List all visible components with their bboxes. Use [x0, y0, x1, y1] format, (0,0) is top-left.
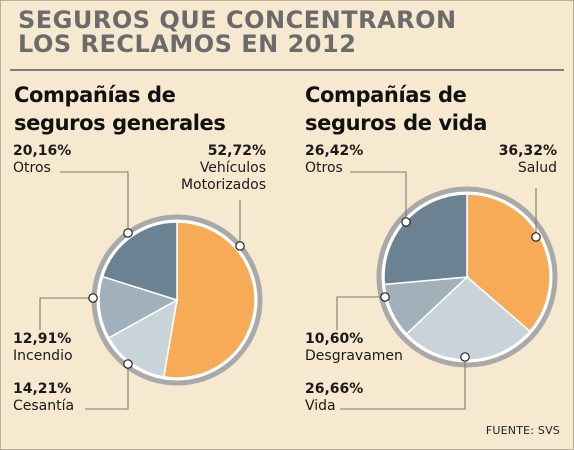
slice-name-desgravamen: Desgravamen	[305, 348, 403, 364]
leader-vida-dot	[460, 352, 470, 362]
slice-pct-vehiculos: 52,72%	[207, 143, 266, 159]
slice-name-vehiculos-2: Motorizados	[180, 177, 266, 193]
leader-incendio-dot	[88, 293, 98, 303]
slice-label-otros-general: 20,16% Otros	[13, 143, 71, 177]
slice-name-vehiculos-1: Vehículos	[199, 160, 266, 176]
chart-title-life-line-1: Compañías de	[305, 83, 467, 107]
headline-line-2: LOS RECLAMOS EN 2012	[18, 30, 357, 58]
slice-pct-desgravamen: 10,60%	[305, 331, 364, 347]
source-note: FUENTE: SVS	[485, 424, 560, 437]
chart-title-general-line-2: seguros generales	[14, 111, 226, 135]
slice-label-incendio: 12,91% Incendio	[13, 331, 73, 365]
slice-name-vida: Vida	[305, 398, 336, 414]
slice-pct-cesantia: 14,21%	[13, 381, 72, 397]
leader-desgravamen-dot	[380, 292, 390, 302]
chart-title-general: Compañías de seguros generales	[14, 81, 226, 137]
leader-otros-general-dot	[123, 228, 133, 238]
leader-cesantia-dot	[123, 359, 133, 369]
leader-otros-vida-line	[350, 171, 407, 222]
leader-desgravamen-line	[336, 296, 385, 330]
leader-lines	[39, 171, 541, 410]
slice-label-vida: 26,66% Vida	[305, 381, 363, 415]
slice-name-otros-vida: Otros	[305, 160, 343, 176]
slice-label-vehiculos: 52,72% Vehículos Motorizados	[181, 143, 266, 194]
pie-slice-general-2	[98, 275, 179, 339]
slice-label-otros-vida: 26,42% Otros	[305, 143, 363, 177]
slice-label-salud: 36,32% Salud	[499, 143, 557, 177]
leader-salud-dot	[531, 232, 541, 242]
leader-otros-general-line	[60, 171, 129, 233]
pie-chart-general	[91, 214, 263, 386]
pie-chart-life	[376, 186, 558, 368]
chart-title-life-line-2: seguros de vida	[305, 111, 487, 135]
chart-title-general-line-1: Compañías de	[14, 83, 176, 107]
slice-pct-otros-general: 20,16%	[13, 143, 72, 159]
leader-otros-vida-dot	[401, 217, 411, 227]
slice-pct-salud: 36,32%	[498, 143, 557, 159]
slice-name-otros-general: Otros	[13, 160, 51, 176]
pie-slice-life-3	[383, 193, 468, 286]
headline-rule	[10, 69, 564, 71]
slice-pct-otros-vida: 26,42%	[305, 143, 364, 159]
leader-cesantia-line	[85, 364, 129, 410]
slice-label-desgravamen: 10,60% Desgravamen	[305, 331, 403, 365]
slice-pct-vida: 26,66%	[305, 381, 364, 397]
chart-title-life: Compañías de seguros de vida	[305, 81, 487, 137]
leader-incendio-line	[39, 297, 93, 330]
slice-name-salud: Salud	[517, 160, 557, 176]
headline: SEGUROS QUE CONCENTRARON LOS RECLAMOS EN…	[18, 8, 538, 56]
pie-slice-general-0	[162, 221, 256, 379]
pie-slice-general-3	[101, 221, 178, 302]
slice-label-cesantia: 14,21% Cesantía	[13, 381, 74, 415]
headline-line-1: SEGUROS QUE CONCENTRARON	[18, 6, 457, 34]
leader-vehiculos-dot	[235, 241, 245, 251]
pie-slice-life-0	[466, 193, 551, 333]
slice-pct-incendio: 12,91%	[13, 331, 72, 347]
slice-name-cesantia: Cesantía	[13, 398, 75, 414]
slice-name-incendio: Incendio	[13, 348, 73, 364]
leader-vida-line	[340, 357, 466, 410]
